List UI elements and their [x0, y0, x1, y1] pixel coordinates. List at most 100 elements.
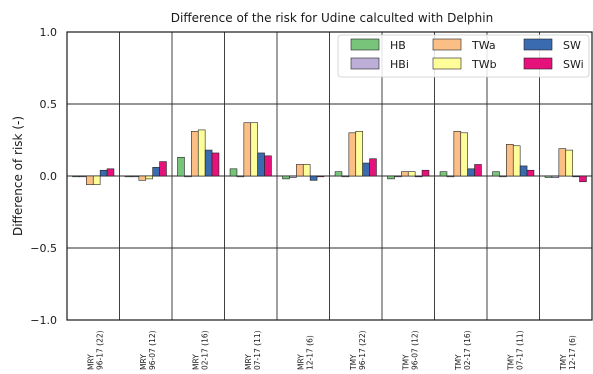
x-tick-line: TMY: [454, 354, 463, 371]
x-tick-line: 96-17 (22): [95, 330, 104, 370]
x-tick-label: TMY 12-17 (6): [559, 335, 577, 371]
bar-SWi-3: [211, 152, 220, 177]
x-tick-label: MRY 96-07 (12): [139, 330, 157, 370]
bar-HBi-9: [499, 175, 507, 178]
bar-SW-9: [519, 165, 528, 177]
bar-TWa-9: [506, 144, 514, 177]
bar-TWb-7: [407, 171, 416, 177]
bar-SWi-5: [316, 175, 325, 178]
bar-SW-1: [99, 169, 108, 177]
plot-frame: [66, 31, 593, 321]
bar-TWb-10: [565, 149, 573, 177]
legend-label-HB: HB: [390, 39, 406, 52]
x-tick-line: 96-07 (12): [148, 330, 157, 370]
x-tick-line: TMY: [401, 354, 410, 371]
bar-SWi-6: [369, 158, 377, 177]
x-tick-label: MRY 12-17 (6): [296, 335, 314, 370]
bar-TWa-7: [401, 171, 409, 177]
legend-swatch-TWa: [432, 38, 462, 51]
bar-HB-4: [229, 168, 238, 177]
x-tick-line: MRY: [244, 354, 253, 370]
bar-TWa-4: [243, 122, 252, 177]
x-tick-line: 96-17 (22): [358, 330, 367, 370]
y-axis-ticks: −1.0 −0.5 0.0 0.5 1.0: [30, 26, 57, 327]
x-tick-label: MRY 07-17 (11): [244, 330, 262, 370]
legend: HB TWa SW HBi TWb SWi: [337, 34, 590, 78]
bar-SWi-4: [264, 155, 272, 177]
x-tick-line: 02-17 (16): [463, 330, 472, 370]
bar-SW-3: [204, 149, 213, 177]
bar-HB-2: [124, 175, 133, 178]
y-tick-label: 0.5: [40, 98, 58, 111]
bar-SWi-9: [526, 169, 535, 177]
legend-swatch-HBi: [350, 57, 380, 70]
x-tick-line: 07-17 (11): [515, 330, 524, 370]
bar-HBi-5: [289, 175, 297, 178]
x-tick-line: MRY: [86, 354, 95, 370]
bar-TWa-2: [138, 175, 147, 181]
bar-HB-9: [492, 171, 500, 177]
bar-TWb-9: [512, 145, 521, 177]
bar-TWb-2: [145, 175, 153, 180]
x-tick-label: TMY 02-17 (16): [454, 330, 472, 371]
x-axis-ticks: MRY 96-17 (22) MRY 96-07 (12) MRY 02-17 (16) M…: [86, 330, 577, 371]
bar-SWi-8: [474, 164, 482, 177]
x-tick-label: TMY 96-17 (22): [349, 330, 367, 371]
bar-SWi-1: [106, 168, 115, 177]
bar-TWa-10: [558, 148, 567, 177]
x-tick-line: TMY: [559, 354, 568, 371]
legend-swatch-SW: [523, 38, 553, 51]
bar-HBi-2: [131, 175, 140, 178]
bar-SW-6: [362, 162, 370, 177]
bar-TWb-3: [197, 129, 206, 177]
bar-HB-3: [177, 156, 185, 177]
x-tick-line: TMY: [506, 354, 515, 371]
legend-label-TWb: TWb: [471, 58, 497, 71]
bar-TWb-1: [92, 175, 101, 185]
bar-SW-10: [572, 175, 580, 178]
x-tick-line: MRY: [296, 354, 305, 370]
bar-TWa-8: [453, 131, 462, 177]
bar-SW-5: [309, 175, 318, 181]
chart-title: Difference of the risk for Udine calcult…: [171, 11, 493, 25]
y-tick-label: 1.0: [40, 26, 58, 39]
bar-HB-8: [439, 171, 448, 177]
legend-label-SW: SW: [563, 39, 581, 52]
x-tick-line: 12-17 (6): [568, 335, 577, 370]
x-tick-label: MRY 96-17 (22): [86, 330, 104, 370]
bars: [72, 122, 587, 185]
bar-HBi-1: [79, 175, 87, 178]
bar-SWi-7: [421, 169, 430, 177]
x-tick-label: MRY 02-17 (16): [191, 330, 209, 370]
bar-HB-1: [72, 175, 80, 178]
bar-HB-6: [334, 171, 343, 177]
legend-label-SWi: SWi: [563, 58, 584, 71]
y-tick-label: −0.5: [30, 242, 57, 255]
x-tick-line: 96-07 (12): [410, 330, 419, 370]
bar-TWa-6: [348, 132, 357, 177]
x-tick-line: TMY: [349, 354, 358, 371]
bar-SW-4: [257, 152, 265, 177]
bar-TWb-5: [302, 164, 311, 177]
bar-HB-7: [387, 175, 395, 180]
legend-swatch-SWi: [523, 57, 553, 70]
x-tick-line: MRY: [139, 354, 148, 370]
legend-swatch-HB: [350, 38, 380, 51]
x-tick-line: 07-17 (11): [253, 330, 262, 370]
bar-HBi-3: [184, 175, 192, 178]
bar-SW-7: [414, 175, 423, 178]
y-axis-label: Difference of risk (-): [11, 116, 25, 236]
bar-HB-5: [282, 175, 290, 180]
bar-TWb-8: [460, 132, 468, 177]
bar-HB-10: [544, 175, 553, 178]
bar-TWa-3: [191, 131, 199, 177]
bar-HBi-4: [236, 175, 245, 178]
bar-HBi-7: [394, 175, 402, 178]
bar-SW-8: [467, 168, 475, 177]
x-tick-line: 02-17 (16): [200, 330, 209, 370]
bar-TWb-4: [250, 122, 258, 177]
legend-label-HBi: HBi: [390, 58, 409, 71]
y-tick-label: 0.0: [40, 170, 58, 183]
bar-TWa-1: [86, 175, 94, 185]
